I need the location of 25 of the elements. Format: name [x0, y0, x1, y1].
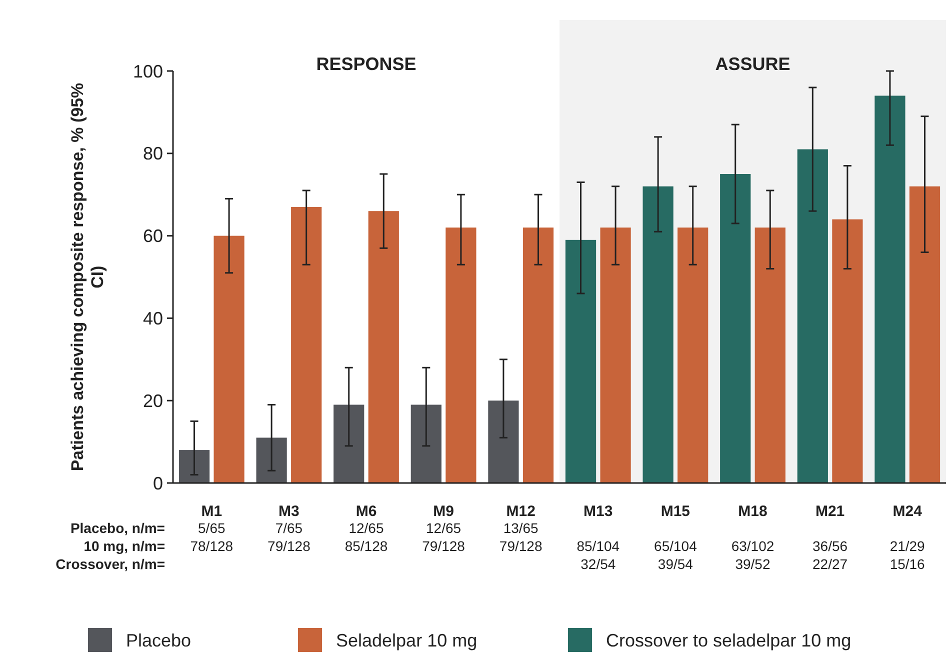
legend-label: Crossover to seladelpar 10 mg — [606, 630, 852, 650]
annotation: RESPONSE — [316, 54, 416, 74]
category-label: M24 21/29 15/16 — [890, 503, 925, 572]
x-tick-label: M12 13/65 79/128 — [499, 503, 542, 554]
x-tick-label: M3 7/65 79/128 — [268, 503, 311, 554]
band-label: ASSURE — [715, 54, 790, 74]
legend-label: Placebo — [126, 630, 192, 650]
legend-label: Seladelpar 10 mg — [336, 630, 478, 650]
category-label: M21 36/56 22/27 — [812, 503, 848, 572]
y-tick-label: 100 — [132, 61, 163, 82]
y-tick-label: 60 — [142, 226, 163, 246]
category-label: M18 63/102 39/52 — [731, 503, 774, 572]
y-tick-label: 20 — [142, 390, 163, 411]
y-tick-label: 80 — [142, 144, 163, 164]
text: Crossover, n/m= — [56, 556, 165, 572]
category-label: M15 65/104 39/54 — [654, 503, 697, 572]
y-tick-label: 40 — [142, 308, 163, 328]
x-tick-label: M1 5/65 78/128 — [190, 503, 234, 554]
text: 10 mg, n/m= — [84, 538, 165, 554]
y-tick-label: 0 — [152, 473, 163, 494]
x-tick-label: M6 12/65 85/128 — [344, 503, 388, 554]
y-axis-title: Patients achieving composite response, % (95% CI) — [68, 82, 108, 474]
category-label: M13 85/104 32/54 — [576, 503, 620, 572]
text: Placebo, n/m= — [70, 520, 165, 536]
x-tick-label: M9 12/65 79/128 — [422, 503, 466, 554]
